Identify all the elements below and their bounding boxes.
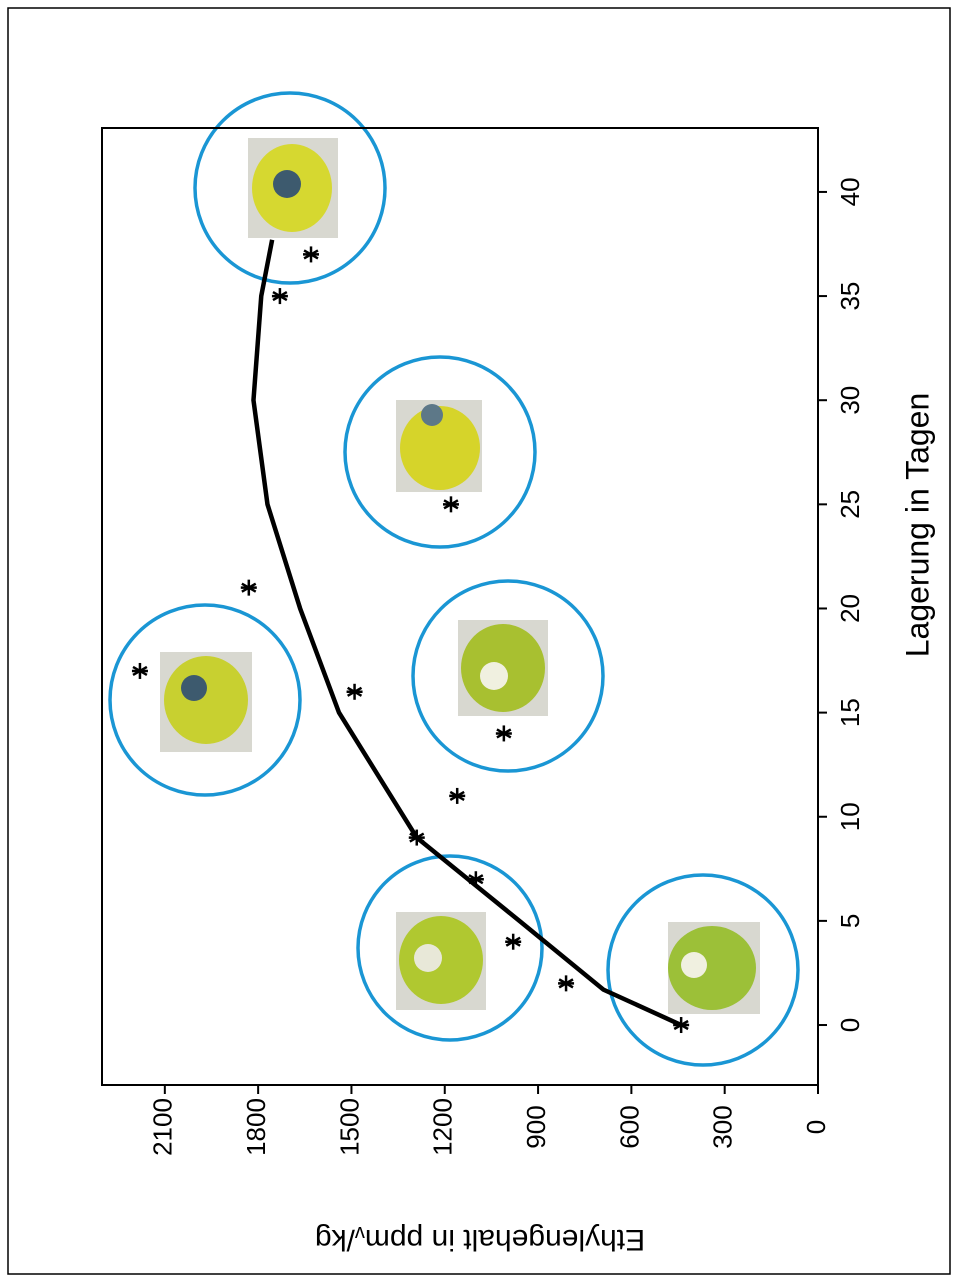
data-point [558,975,575,992]
y-tick-label: 2100 [148,1098,178,1156]
data-point [131,662,148,679]
fit-line [251,239,683,1028]
x-tick-label: 30 [835,386,865,415]
x-tick-label: 25 [835,490,865,519]
y-tick-label: 600 [614,1105,644,1148]
x-tick-label: 10 [835,802,865,831]
y-tick-label: 0 [801,1120,831,1134]
plot-border [101,127,819,1086]
y-tick-label: 1200 [428,1098,458,1156]
y-tick-label: 900 [521,1105,551,1148]
data-point [240,579,257,596]
y-axis-title-sub: v [355,1222,365,1244]
data-point [467,871,484,888]
frame [7,7,951,1275]
x-tick-label: 15 [835,698,865,727]
y-tick-label: 1500 [334,1098,364,1156]
x-tick-label: 0 [835,1018,865,1032]
data-point [495,725,512,742]
y-axis-title: Ethylengehalt in ppmv/kg [315,1222,645,1256]
data-point [408,829,425,846]
x-tick-label: 5 [835,914,865,928]
x-tick-label: 20 [835,594,865,623]
x-tick-label: 35 [835,282,865,311]
data-point [442,496,459,513]
y-tick-label: 300 [708,1105,738,1148]
data-point [303,246,320,263]
y-axis-title-part: /kg [315,1223,355,1256]
data-point [673,1017,690,1034]
data-point [271,288,288,305]
x-tick-label: 40 [835,177,865,206]
data-point [505,933,522,950]
data-point [449,787,466,804]
y-tick-label: 1800 [241,1098,271,1156]
y-axis-title-part: Ethylengehalt in ppm [365,1223,645,1256]
photo-annotations [108,91,800,1067]
data-point [346,683,363,700]
x-axis-title: Lagerung in Tagen [899,393,935,658]
